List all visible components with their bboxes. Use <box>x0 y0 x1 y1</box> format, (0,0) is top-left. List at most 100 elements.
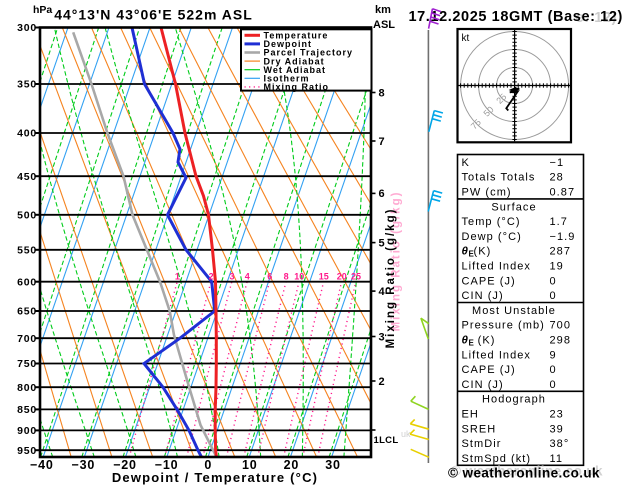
svg-text:10: 10 <box>242 458 258 472</box>
svg-text:−20: −20 <box>113 458 137 472</box>
svg-text:20: 20 <box>337 272 347 282</box>
svg-text:Dewpoint: Dewpoint <box>264 39 313 49</box>
svg-text:CAPE (J): CAPE (J) <box>462 364 516 376</box>
svg-text:950: 950 <box>17 445 37 457</box>
svg-text:uk: uk <box>401 429 411 439</box>
svg-text:11: 11 <box>550 453 564 465</box>
svg-text:8: 8 <box>284 272 289 282</box>
svg-text:3: 3 <box>379 331 385 343</box>
svg-text:© weatheronline.co.uk: © weatheronline.co.uk <box>448 466 600 481</box>
svg-text:287: 287 <box>550 246 572 258</box>
svg-text:20: 20 <box>284 458 300 472</box>
svg-text:CIN (J): CIN (J) <box>462 290 504 302</box>
svg-text:750: 750 <box>17 358 37 370</box>
svg-text:Isotherm: Isotherm <box>264 74 310 84</box>
svg-text:6: 6 <box>379 188 385 200</box>
svg-text:700: 700 <box>550 320 572 332</box>
svg-text:Totals Totals: Totals Totals <box>462 172 536 184</box>
svg-text:Hodograph: Hodograph <box>482 394 546 406</box>
svg-text:17.12.2025 18GMT (Base: 12): 17.12.2025 18GMT (Base: 12) <box>408 9 622 25</box>
svg-text:450: 450 <box>17 171 37 183</box>
svg-text:10: 10 <box>294 272 304 282</box>
svg-text:600: 600 <box>17 276 37 288</box>
svg-text:9: 9 <box>550 349 557 361</box>
svg-text:700: 700 <box>17 333 37 345</box>
svg-text:5: 5 <box>379 237 385 249</box>
svg-text:550: 550 <box>17 244 37 256</box>
svg-text:2: 2 <box>379 376 385 388</box>
svg-text:400: 400 <box>17 128 37 140</box>
svg-text:900: 900 <box>17 425 37 437</box>
svg-text:Mixing Ratio: Mixing Ratio <box>264 82 330 92</box>
svg-text:6: 6 <box>267 272 272 282</box>
svg-text:Pressure (mb): Pressure (mb) <box>462 320 545 332</box>
svg-text:−1.9: −1.9 <box>550 231 576 243</box>
svg-text:8: 8 <box>379 87 385 99</box>
svg-text:Dewp (°C): Dewp (°C) <box>462 231 522 243</box>
svg-text:θ: θ <box>462 335 469 347</box>
svg-text:(K): (K) <box>474 335 496 347</box>
svg-text:500: 500 <box>17 209 37 221</box>
svg-text:hPa: hPa <box>33 4 52 16</box>
svg-text:Dry Adiabat: Dry Adiabat <box>264 56 325 66</box>
svg-text:0: 0 <box>550 290 557 302</box>
svg-text:Surface: Surface <box>491 201 536 213</box>
svg-text:0.87: 0.87 <box>550 187 576 199</box>
svg-text:25: 25 <box>351 272 361 282</box>
svg-text:650: 650 <box>17 306 37 318</box>
svg-text:850: 850 <box>17 404 37 416</box>
svg-text:CIN (J): CIN (J) <box>462 379 504 391</box>
svg-text:0: 0 <box>550 379 557 391</box>
svg-text:e: 12): e: 12) <box>576 10 617 26</box>
svg-text:298: 298 <box>550 335 572 347</box>
svg-text:44°13'N 43°06'E 522m ASL: 44°13'N 43°06'E 522m ASL <box>54 7 253 23</box>
svg-text:4: 4 <box>245 272 250 282</box>
svg-text:(K): (K) <box>474 246 492 258</box>
svg-text:350: 350 <box>17 79 37 91</box>
svg-text:SREH: SREH <box>462 423 497 435</box>
svg-text:3: 3 <box>229 272 234 282</box>
svg-text:800: 800 <box>17 382 37 394</box>
svg-text:Mixing Ratio (g/kg): Mixing Ratio (g/kg) <box>391 191 403 332</box>
svg-text:1LCL: 1LCL <box>374 435 399 446</box>
svg-text:4: 4 <box>379 286 386 298</box>
svg-text:E: E <box>469 339 475 348</box>
svg-text:0: 0 <box>550 275 557 287</box>
svg-text:15: 15 <box>319 272 329 282</box>
svg-text:39: 39 <box>550 423 564 435</box>
svg-text:© weatheronline.co.uk: © weatheronline.co.uk <box>451 464 603 479</box>
svg-text:StmSpd (kt): StmSpd (kt) <box>462 453 532 465</box>
svg-text:PW (cm): PW (cm) <box>462 187 512 199</box>
svg-text:23: 23 <box>550 409 564 421</box>
svg-text:1.7: 1.7 <box>550 216 568 228</box>
svg-text:−10: −10 <box>155 458 179 472</box>
svg-text:θ: θ <box>462 246 469 258</box>
svg-text:−30: −30 <box>71 458 95 472</box>
svg-text:K: K <box>462 157 470 169</box>
svg-text:Temperature: Temperature <box>264 31 329 41</box>
svg-text:7: 7 <box>379 136 385 148</box>
svg-text:ASL: ASL <box>373 19 395 31</box>
svg-text:300: 300 <box>17 22 37 34</box>
svg-text:2: 2 <box>209 272 214 282</box>
svg-text:28: 28 <box>550 172 564 184</box>
svg-text:Dewpoint / Temperature (°C): Dewpoint / Temperature (°C) <box>112 470 318 485</box>
svg-text:EH: EH <box>462 409 479 421</box>
svg-text:Mixing Ratio (g/kg): Mixing Ratio (g/kg) <box>385 208 397 349</box>
svg-text:1: 1 <box>175 272 180 282</box>
svg-text:Lifted Index: Lifted Index <box>462 349 531 361</box>
svg-text:38°: 38° <box>550 438 570 450</box>
svg-text:Wet Adiabat: Wet Adiabat <box>264 65 327 75</box>
svg-text:−1: −1 <box>550 157 565 169</box>
svg-text:StmDir: StmDir <box>462 438 502 450</box>
svg-text:30: 30 <box>325 458 341 472</box>
svg-text:kt: kt <box>462 33 470 44</box>
svg-text:Temp (°C): Temp (°C) <box>462 216 521 228</box>
svg-text:19: 19 <box>550 261 564 273</box>
svg-text:km: km <box>375 4 391 16</box>
svg-text:Lifted Index: Lifted Index <box>462 261 531 273</box>
svg-text:E: E <box>469 250 475 259</box>
svg-text:0: 0 <box>550 364 557 376</box>
svg-text:Parcel Trajectory: Parcel Trajectory <box>264 48 354 58</box>
svg-text:CAPE (J): CAPE (J) <box>462 275 516 287</box>
